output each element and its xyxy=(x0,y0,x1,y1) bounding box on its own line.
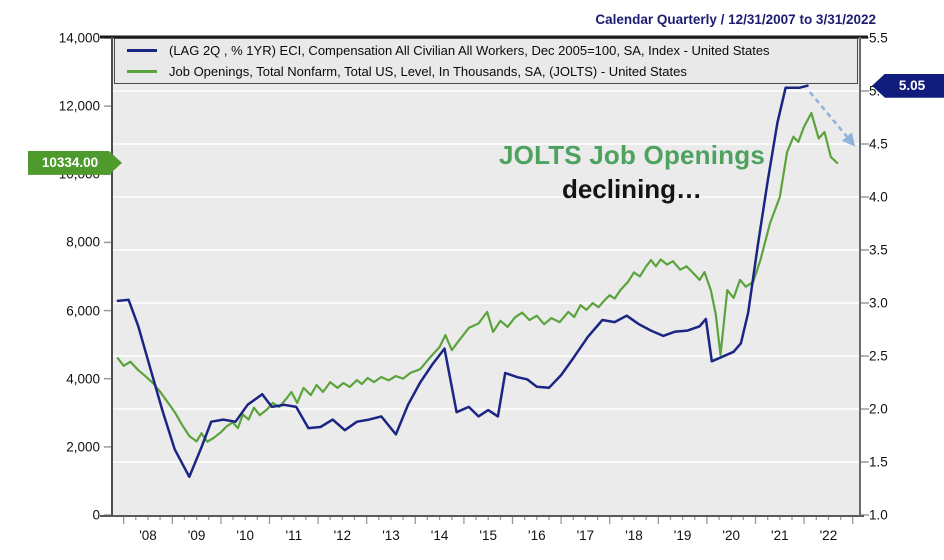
legend-item-jolts: Job Openings, Total Nonfarm, Total US, L… xyxy=(115,63,857,81)
decline-arrow-head xyxy=(841,132,856,147)
eci-value-badge: 5.05 xyxy=(872,73,944,98)
annotation-line1: JOLTS Job Openings xyxy=(498,140,766,170)
decline-arrow-shaft xyxy=(808,91,848,138)
eci-line xyxy=(116,84,809,479)
eci-line-swatch xyxy=(127,49,157,52)
jolts-line-swatch xyxy=(127,70,157,73)
annotation-line2: declining… xyxy=(561,174,703,204)
annotation: JOLTS Job Openings declining… xyxy=(499,140,765,205)
jolts-value-badge: 10334.00 xyxy=(28,150,122,175)
chart-title: Calendar Quarterly / 12/31/2007 to 3/31/… xyxy=(595,12,876,27)
legend-label-jolts: Job Openings, Total Nonfarm, Total US, L… xyxy=(169,64,687,79)
jolts-line xyxy=(116,111,839,443)
plot-background xyxy=(113,38,860,515)
legend: (LAG 2Q , % 1YR) ECI, Compensation All C… xyxy=(114,38,858,84)
legend-item-eci: (LAG 2Q , % 1YR) ECI, Compensation All C… xyxy=(115,42,857,60)
legend-label-eci: (LAG 2Q , % 1YR) ECI, Compensation All C… xyxy=(169,43,770,58)
